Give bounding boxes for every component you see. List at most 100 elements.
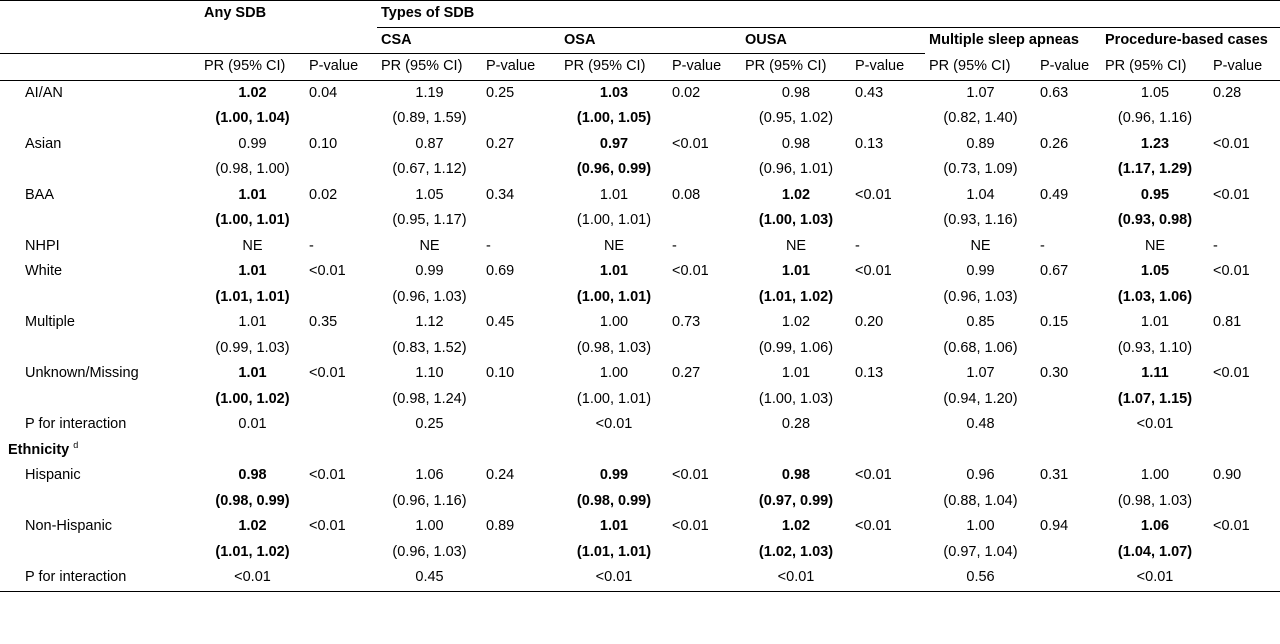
interaction-spacer — [482, 565, 561, 592]
ethnicity-heading-row: Ethnicity d — [0, 438, 1280, 464]
group-header-csa: CSA — [381, 31, 412, 48]
p-value: <0.01 — [855, 467, 892, 483]
ci-value: (1.03, 1.06) — [1117, 288, 1193, 305]
p-value: 0.94 — [1040, 518, 1069, 534]
interaction-p-value: 0.45 — [377, 565, 483, 592]
interaction-p-value: 0.28 — [781, 416, 811, 432]
p-value: 0.43 — [855, 84, 884, 101]
p-value: <0.01 — [672, 263, 709, 279]
pr-value: 1.02 — [781, 518, 811, 534]
table-row: Unknown/Missing 1.01 <0.01 1.10 0.10 1.00 0.27… — [0, 361, 1280, 387]
table-row-ci: (0.99, 1.03) (0.83, 1.52) (0.98, 1.03) (0.9… — [0, 336, 1280, 362]
p-value: <0.01 — [1213, 135, 1250, 152]
p-value: 0.04 — [309, 84, 338, 101]
ethnicity-footnote-marker: d — [73, 439, 79, 450]
interaction-p-value: 0.25 — [415, 416, 444, 432]
p-value: <0.01 — [1213, 518, 1250, 534]
table-row-ci: (0.98, 0.99) (0.96, 1.16) (0.98, 0.99) (0.9… — [0, 489, 1280, 515]
pr-value: 1.01 — [599, 263, 629, 279]
ci-value: (1.00, 1.04) — [215, 110, 290, 126]
ci-value: (0.96, 1.03) — [392, 288, 467, 305]
interaction-p-value: <0.01 — [560, 565, 669, 592]
p-value: 0.30 — [1040, 365, 1069, 381]
pr-value: 1.02 — [238, 518, 267, 534]
ci-spacer — [305, 336, 377, 362]
ci-value: (0.98, 1.03) — [576, 339, 652, 356]
row-label-spacer — [0, 489, 200, 515]
pr-value: NE — [1144, 237, 1166, 254]
ci-spacer — [1036, 106, 1101, 132]
ci-spacer — [305, 540, 377, 566]
ci-value: (0.82, 1.40) — [943, 110, 1018, 126]
interaction-p-value: <0.01 — [1101, 565, 1210, 592]
ci-value: (1.00, 1.01) — [576, 288, 652, 305]
pr-value: 0.96 — [966, 467, 995, 483]
pr-value: 1.19 — [415, 84, 444, 101]
interaction-spacer — [851, 565, 926, 592]
ci-value: (0.94, 1.20) — [943, 390, 1018, 407]
ci-value: (0.97, 0.99) — [758, 492, 834, 509]
p-value: <0.01 — [672, 135, 709, 152]
pr-value: 1.05 — [1140, 263, 1170, 279]
ci-value: (0.83, 1.52) — [392, 339, 467, 356]
pr-value: 1.01 — [238, 186, 267, 203]
row-label-spacer — [0, 208, 200, 234]
p-value: 0.13 — [855, 135, 884, 152]
row-label: Asian — [25, 135, 62, 152]
ci-value: (0.99, 1.06) — [758, 339, 834, 356]
p-value: - — [1213, 237, 1218, 254]
ci-spacer — [1209, 387, 1280, 413]
pr-value: 1.01 — [781, 365, 811, 381]
p-value: <0.01 — [855, 186, 892, 203]
ci-spacer — [1209, 285, 1280, 311]
table-row: Multiple 1.01 0.35 1.12 0.45 1.00 0.73 1.02 0.20… — [0, 310, 1280, 336]
p-value: <0.01 — [855, 263, 892, 279]
pr-value: 1.00 — [415, 518, 444, 534]
ci-value: (0.96, 1.03) — [943, 288, 1018, 305]
row-label: Hispanic — [25, 467, 81, 483]
ci-value: (1.04, 1.07) — [1117, 543, 1193, 560]
interaction-row: P for interaction <0.01 0.45 <0.01 <0.01 0.56… — [0, 565, 1280, 592]
interaction-p-value: 0.48 — [966, 416, 995, 432]
ci-value: (0.89, 1.59) — [392, 110, 467, 126]
p-value: 0.10 — [486, 365, 515, 381]
ci-spacer — [482, 540, 560, 566]
p-value: <0.01 — [1213, 263, 1250, 279]
ci-spacer — [668, 285, 741, 311]
pr-value: NE — [603, 237, 625, 254]
p-value: 0.67 — [1040, 263, 1069, 279]
ci-spacer — [1209, 540, 1280, 566]
ci-value: (1.02, 1.03) — [758, 543, 834, 560]
pr-value: 1.02 — [781, 186, 811, 203]
p-value: 0.26 — [1040, 135, 1069, 152]
p-value: 0.27 — [486, 135, 515, 152]
interaction-p-value: <0.01 — [200, 565, 305, 592]
p-value: 0.81 — [1213, 314, 1242, 330]
pr-value: 1.06 — [1140, 518, 1170, 534]
ci-spacer — [482, 106, 560, 132]
ci-spacer — [305, 387, 377, 413]
table-header: Any SDB Types of SDB CSA OSA OUSA Multip… — [0, 0, 1280, 81]
pr-value: 1.01 — [781, 263, 811, 279]
ci-spacer — [668, 387, 741, 413]
any-sdb-header: Any SDB — [200, 0, 378, 27]
ci-spacer — [851, 336, 925, 362]
p-value: 0.89 — [486, 518, 515, 534]
ci-value: (0.98, 1.03) — [1117, 492, 1193, 509]
ci-value: (1.00, 1.02) — [215, 390, 290, 407]
ci-value: (0.68, 1.06) — [943, 339, 1018, 356]
ci-value: (1.07, 1.15) — [1117, 390, 1193, 407]
ci-value: (1.00, 1.01) — [576, 212, 652, 228]
row-label: Multiple — [25, 314, 75, 330]
pr-value: 0.99 — [966, 263, 995, 279]
ci-value: (1.01, 1.01) — [576, 543, 652, 560]
ci-spacer — [305, 489, 377, 515]
interaction-p-value: <0.01 — [595, 416, 633, 432]
p-value: - — [486, 237, 491, 254]
ci-value: (1.00, 1.01) — [576, 390, 652, 407]
ci-spacer — [851, 157, 925, 183]
pr-value: 1.00 — [599, 365, 629, 381]
pr-value: 1.23 — [1140, 135, 1170, 152]
ci-spacer — [482, 157, 560, 183]
interaction-p-value: 0.56 — [925, 565, 1037, 592]
